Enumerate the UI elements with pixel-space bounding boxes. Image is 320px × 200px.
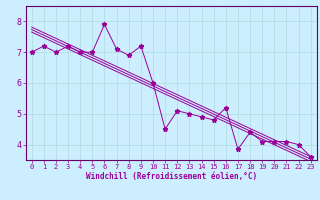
X-axis label: Windchill (Refroidissement éolien,°C): Windchill (Refroidissement éolien,°C) (86, 172, 257, 181)
